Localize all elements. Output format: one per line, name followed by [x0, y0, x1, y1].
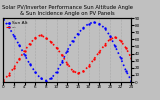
Legend: Sun Alt, ---: Sun Alt, --- — [5, 20, 29, 31]
Title: Solar PV/Inverter Performance Sun Altitude Angle & Sun Incidence Angle on PV Pan: Solar PV/Inverter Performance Sun Altitu… — [2, 5, 133, 16]
